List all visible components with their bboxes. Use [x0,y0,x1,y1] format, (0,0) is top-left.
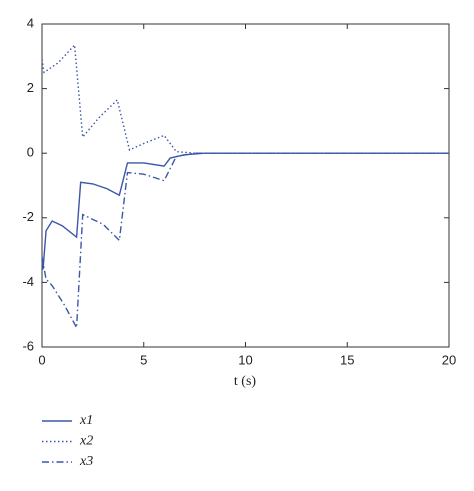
x-tick-label: 5 [140,352,147,367]
legend-label: x3 [79,454,93,469]
y-tick-label: -2 [22,209,34,224]
series-line [41,152,449,270]
x-tick-label: 20 [442,352,456,367]
legend-label: x1 [79,413,93,428]
x-tick-label: 10 [238,352,252,367]
series-line [41,43,449,154]
x-tick-label: 0 [38,352,45,367]
x-tick-label: 15 [340,352,354,367]
series-line [41,152,449,331]
legend-label: x2 [79,434,93,449]
y-tick-label: 2 [27,80,34,95]
plot-frame [41,23,450,348]
y-tick-label: 0 [27,145,34,160]
x-axis-label: t (s) [234,374,257,389]
y-tick-label: -6 [22,338,34,353]
y-tick-label: -4 [22,274,34,289]
y-tick-label: 4 [27,15,34,30]
